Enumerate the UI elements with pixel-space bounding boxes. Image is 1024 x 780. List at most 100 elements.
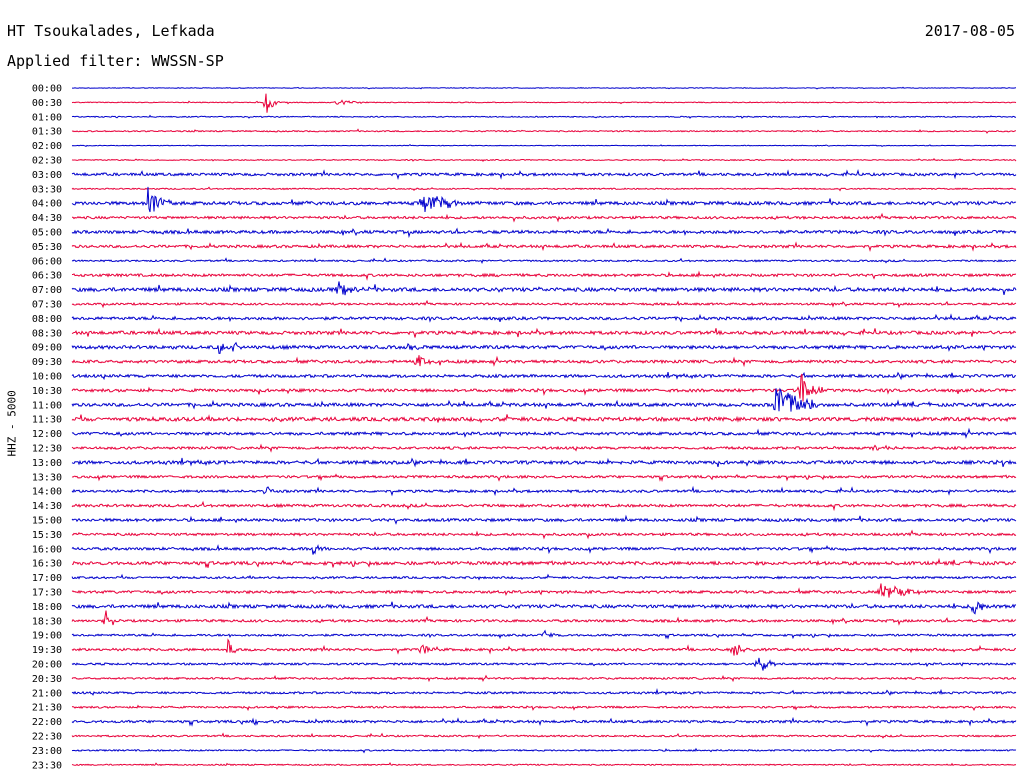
trace-row [71,257,1017,264]
trace-row [71,373,1017,402]
time-tick-label: 18:00 [32,602,62,613]
time-tick-label: 16:30 [32,559,62,570]
trace-row [71,93,1017,113]
time-tick-label: 08:00 [32,314,62,325]
time-tick-label: 17:00 [32,573,62,584]
trace-row [71,732,1017,740]
time-tick-label: 14:00 [32,487,62,498]
trace-row [71,657,1017,671]
time-tick-label: 13:30 [32,472,62,483]
trace-row [71,688,1017,696]
time-tick-label: 10:30 [32,386,62,397]
trace-row [71,473,1017,482]
trace-row [71,241,1017,252]
time-tick-label: 15:30 [32,530,62,541]
trace-row [71,355,1017,368]
time-tick-label: 19:30 [32,645,62,656]
trace-row [71,157,1017,163]
trace-row [71,387,1016,412]
trace-row [71,601,1017,615]
time-tick-label: 07:30 [32,300,62,311]
seismogram-traces [71,86,1017,767]
trace-row [71,716,1017,727]
time-tick-label: 02:30 [32,156,62,167]
time-tick-label: 10:00 [32,372,62,383]
time-tick-label: 07:00 [32,285,62,296]
time-tick-label: 21:30 [32,703,62,714]
time-tick-label: 00:00 [32,84,62,95]
trace-row [71,427,1017,439]
station-title: HT Tsoukalades, Lefkada [7,22,215,40]
time-tick-label: 23:30 [32,760,62,771]
trace-row [71,629,1017,640]
trace-row [72,212,1017,223]
trace-row [71,414,1017,424]
trace-row [71,610,1017,626]
trace-row [72,86,1017,90]
time-tick-label: 20:00 [32,660,62,671]
time-tick-label: 06:00 [32,256,62,267]
trace-row [71,573,1017,581]
trace-row [71,557,1017,568]
trace-row [71,457,1017,468]
time-tick-label: 21:00 [32,688,62,699]
time-tick-label: 09:30 [32,357,62,368]
time-tick-label: 16:00 [32,544,62,555]
trace-row [71,674,1017,683]
trace-row [71,281,1017,296]
time-tick-label: 19:00 [32,631,62,642]
trace-row [71,529,1017,540]
time-tick-label: 11:30 [32,415,62,426]
trace-row [71,186,1017,213]
trace-row [71,485,1017,497]
time-tick-label: 11:00 [32,400,62,411]
trace-row [71,227,1017,239]
time-tick-label: 01:00 [32,112,62,123]
time-tick-label: 08:30 [32,328,62,339]
filter-label: Applied filter: WWSSN-SP [7,52,224,70]
trace-row [71,500,1017,512]
time-tick-label: 17:30 [32,588,62,599]
time-tick-labels: 00:00 00:30 01:00 01:30 02:00 02:30 03:00 03:30… [32,84,62,772]
trace-row [71,514,1017,525]
trace-row [71,186,1017,192]
time-tick-label: 20:30 [32,674,62,685]
trace-row [71,114,1016,119]
trace-row [71,144,1017,148]
time-tick-label: 06:30 [32,271,62,282]
time-tick-label: 03:30 [32,184,62,195]
trace-row [71,638,1016,656]
trace-row [71,169,1017,180]
trace-row [71,544,1017,555]
time-tick-label: 15:00 [32,516,62,527]
trace-row [71,313,1017,323]
trace-row [71,128,1017,134]
trace-row [71,443,1017,453]
trace-row [71,761,1017,767]
time-tick-label: 00:30 [32,98,62,109]
time-tick-label: 12:00 [32,429,62,440]
trace-row [71,747,1017,754]
time-tick-label: 04:00 [32,199,62,210]
time-tick-label: 12:30 [32,444,62,455]
record-date: 2017-08-05 [924,22,1015,40]
time-tick-label: 13:00 [32,458,62,469]
time-tick-label: 01:30 [32,127,62,138]
time-tick-label: 04:30 [32,213,62,224]
trace-row [71,371,1016,381]
trace-row [71,341,1017,354]
trace-row [71,583,1017,598]
trace-row [71,704,1017,712]
trace-row [72,270,1017,281]
time-tick-label: 02:00 [32,141,62,152]
time-tick-label: 03:00 [32,170,62,181]
time-tick-label: 18:30 [32,616,62,627]
trace-row [71,327,1017,338]
time-tick-label: 09:00 [32,343,62,354]
trace-row [71,299,1017,309]
time-tick-label: 22:30 [32,732,62,743]
time-tick-label: 14:30 [32,501,62,512]
time-tick-label: 05:30 [32,242,62,253]
time-tick-label: 23:00 [32,746,62,757]
